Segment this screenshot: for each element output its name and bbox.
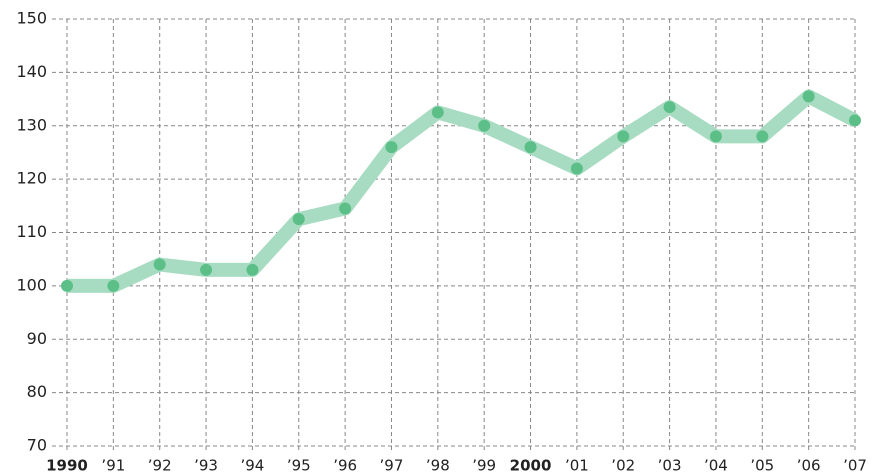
x-tick-label: ’97 <box>380 457 404 475</box>
x-tick-label: ’99 <box>472 457 496 475</box>
point <box>385 141 398 154</box>
y-tick-label: 140 <box>16 62 47 81</box>
x-tick-label: ’98 <box>426 457 450 475</box>
x-tick-label: ’05 <box>750 457 774 475</box>
y-tick-label: 120 <box>16 169 47 188</box>
x-tick-label: ’04 <box>704 457 728 475</box>
x-tick-label: ’03 <box>658 457 682 475</box>
point <box>153 258 166 271</box>
point <box>107 279 120 292</box>
x-tick-label: ’93 <box>194 457 218 475</box>
y-tick-label: 150 <box>16 9 47 28</box>
y-tick-label: 70 <box>27 436 47 455</box>
x-tick-label: ’94 <box>240 457 264 475</box>
x-tick-label: ’06 <box>797 457 821 475</box>
point <box>200 263 213 276</box>
line <box>67 89 859 293</box>
point <box>478 119 491 132</box>
y-tick-label: 90 <box>27 329 47 348</box>
y-tick-label: 80 <box>27 382 47 401</box>
point <box>849 114 861 127</box>
point <box>756 130 769 143</box>
point <box>709 130 722 143</box>
x-tick-label: ’96 <box>333 457 357 475</box>
point <box>246 263 259 276</box>
x-tick-label: ’01 <box>565 457 589 475</box>
y-tick-label: 130 <box>16 115 47 134</box>
point <box>61 279 73 292</box>
x-tick-label: ’95 <box>287 457 311 475</box>
point <box>292 213 305 226</box>
x-tick-label: ’92 <box>148 457 172 475</box>
point <box>663 101 676 114</box>
point <box>617 130 630 143</box>
y-tick-label: 100 <box>16 275 47 294</box>
x-tick-label: ’91 <box>101 457 125 475</box>
x-tick-label: 2000 <box>510 457 552 475</box>
y-tick-label: 110 <box>16 222 47 241</box>
point <box>524 141 537 154</box>
x-tick-label: ’07 <box>843 457 867 475</box>
x-tick-label: ’02 <box>611 457 635 475</box>
point <box>339 202 352 215</box>
point <box>570 162 583 175</box>
x-tick-label: 1990 <box>46 457 88 475</box>
point <box>802 90 815 103</box>
point <box>431 106 444 119</box>
